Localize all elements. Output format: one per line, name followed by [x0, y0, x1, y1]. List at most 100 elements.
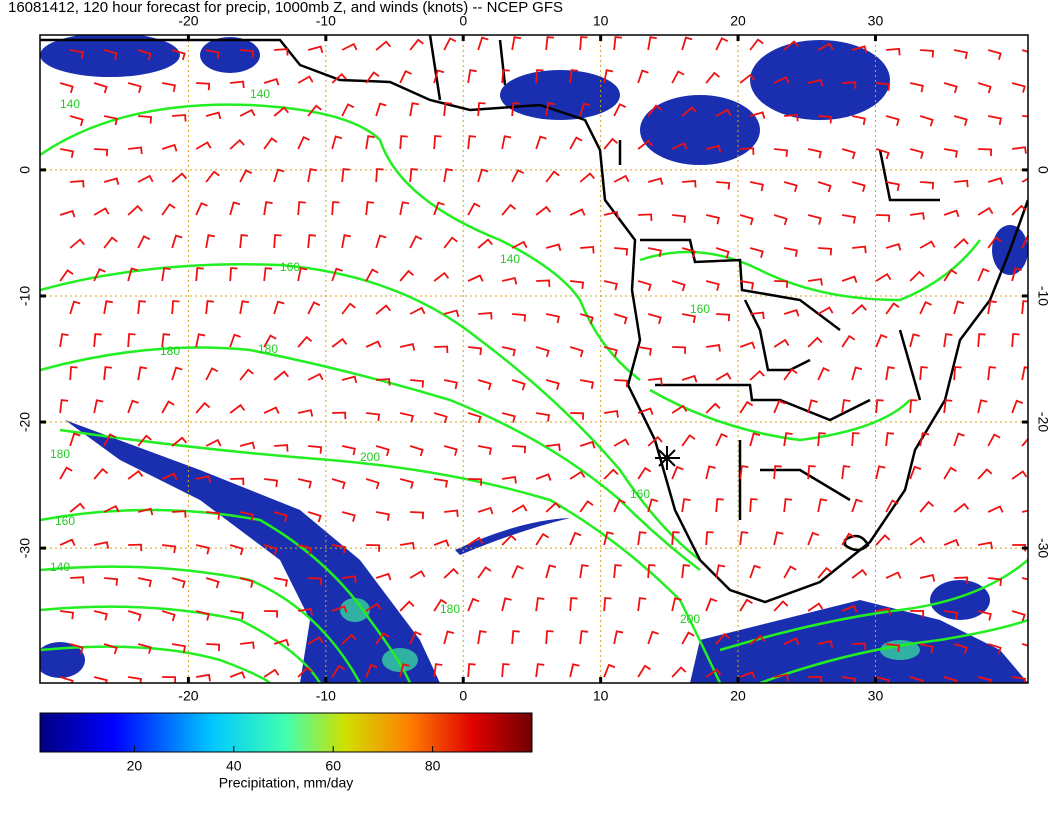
colorbar	[39, 712, 533, 753]
wind-barb	[467, 202, 481, 216]
wind-barb	[749, 38, 764, 51]
wind-barb	[69, 432, 81, 447]
wind-barb	[672, 346, 687, 354]
wind-barb	[807, 399, 818, 414]
wind-barb	[229, 403, 246, 414]
wind-barb	[749, 369, 765, 381]
wind-barb	[783, 40, 799, 51]
wind-barb	[579, 102, 591, 117]
wind-barb	[953, 502, 970, 513]
wind-barb	[637, 466, 652, 480]
wind-barb	[127, 333, 136, 348]
bottom-tick-label: 20	[730, 688, 746, 704]
wind-barb	[943, 676, 958, 683]
wind-barb	[409, 168, 418, 183]
wind-barb	[613, 630, 624, 645]
wind-barb	[205, 367, 219, 381]
wind-barb	[579, 36, 588, 51]
wind-barb	[569, 470, 586, 480]
wind-barb	[647, 177, 664, 185]
wind-barb	[535, 597, 545, 612]
wind-barb	[263, 334, 277, 348]
wind-barb	[161, 472, 178, 480]
wind-barb	[467, 69, 477, 84]
wind-barb	[841, 334, 856, 348]
wind-barb	[229, 138, 245, 150]
wind-barb	[841, 148, 856, 160]
wind-barb	[569, 346, 584, 358]
wind-barb	[365, 478, 380, 490]
wind-barb	[365, 340, 382, 348]
wind-barb	[545, 102, 555, 117]
wind-barb	[919, 301, 932, 315]
wind-barb	[1011, 204, 1027, 216]
wind-barb	[613, 103, 627, 117]
wind-barb	[773, 214, 788, 226]
bottom-tick-label: 30	[868, 688, 884, 704]
wind-barb	[943, 538, 960, 547]
wind-barb	[604, 409, 619, 418]
wind-barb	[501, 534, 517, 546]
wind-barb	[647, 313, 662, 324]
wind-barb	[239, 169, 253, 183]
wind-barb	[59, 148, 74, 158]
wind-barb	[977, 82, 992, 94]
wind-barb	[885, 366, 895, 381]
wind-barb	[467, 274, 484, 282]
wind-barb	[671, 666, 687, 678]
wind-barb	[807, 602, 824, 612]
wind-barb	[774, 280, 789, 288]
wind-barb	[297, 409, 314, 417]
wind-barb	[477, 566, 492, 579]
wind-barb	[467, 536, 484, 546]
wind-barb	[919, 115, 934, 127]
wind-barb	[808, 676, 823, 683]
wind-barb	[161, 82, 176, 92]
wind-barb	[162, 676, 177, 683]
wind-barb	[739, 670, 756, 679]
wind-barb	[138, 115, 153, 124]
wind-barb	[773, 600, 789, 612]
wind-barb	[443, 567, 459, 579]
wind-barb	[808, 278, 823, 286]
wind-barb	[443, 379, 458, 390]
wind-barb	[841, 532, 855, 546]
wind-barb	[103, 300, 113, 315]
right-tick-label: -30	[1035, 538, 1051, 558]
right-tick-label: -20	[1035, 412, 1051, 432]
wind-barb	[536, 412, 551, 422]
wind-barb	[443, 309, 460, 318]
wind-barb	[137, 300, 146, 315]
wind-barb	[195, 610, 210, 621]
wind-barb	[410, 379, 425, 388]
contour-label: 140	[50, 560, 70, 574]
bottom-tick-label: 10	[593, 688, 609, 704]
wind-barb	[161, 203, 176, 216]
wind-barb	[297, 478, 312, 489]
wind-barb	[977, 676, 992, 683]
wind-barb	[715, 37, 729, 51]
wind-barb	[93, 467, 109, 480]
wind-barb	[885, 302, 900, 315]
wind-barb	[705, 668, 722, 678]
wind-barb	[477, 102, 486, 117]
wind-barb	[229, 333, 241, 348]
wind-barb	[273, 168, 285, 183]
wind-barb	[399, 70, 412, 84]
wind-barb	[1011, 333, 1020, 348]
title: 16081412, 120 hour forecast for precip, …	[8, 0, 563, 16]
bottom-tick-label: -10	[316, 688, 336, 704]
wind-barb	[511, 102, 520, 117]
wind-barb	[817, 367, 830, 381]
contour-label: 160	[55, 514, 75, 528]
contour-label: 180	[50, 447, 70, 461]
wind-barb	[671, 70, 685, 84]
wind-barb	[307, 45, 324, 54]
wind-barb	[987, 643, 1002, 655]
wind-barb	[137, 174, 154, 183]
wind-barb	[740, 147, 755, 155]
wind-barb	[545, 564, 557, 579]
wind-barb	[341, 103, 355, 117]
wind-barb	[273, 106, 289, 117]
